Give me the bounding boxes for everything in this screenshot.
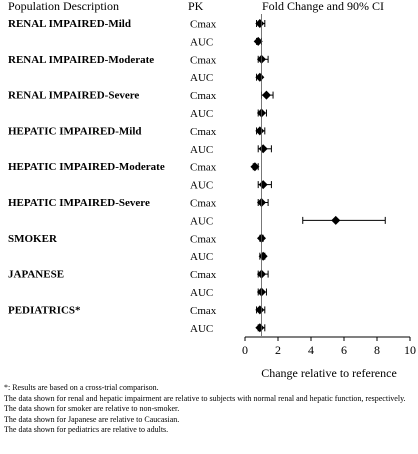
estimate-marker xyxy=(258,251,268,261)
estimate-marker xyxy=(255,305,265,315)
pk-label: AUC xyxy=(190,251,213,263)
estimate-marker xyxy=(253,36,263,46)
pk-label: Cmax xyxy=(190,54,217,66)
estimate-marker xyxy=(331,215,341,225)
group-label: SMOKER xyxy=(8,233,58,245)
forest-plot: Population Description PK Fold Change an… xyxy=(8,0,416,380)
plot-area: 0 2 4 6 8 10 xyxy=(242,14,416,357)
pk-label: AUC xyxy=(190,36,213,48)
pk-label: Cmax xyxy=(190,233,217,245)
estimate-marker xyxy=(258,180,268,190)
estimate-marker xyxy=(255,126,265,136)
group-label: RENAL IMPAIRED-Moderate xyxy=(8,54,154,66)
footnotes: *: Results are based on a cross-trial co… xyxy=(4,383,414,436)
group-labels: RENAL IMPAIRED-Mild RENAL IMPAIRED-Modera… xyxy=(8,18,165,316)
estimate-marker xyxy=(255,323,265,333)
pk-label: Cmax xyxy=(190,19,217,31)
estimate-marker xyxy=(255,19,265,28)
footnote: *: Results are based on a cross-trial co… xyxy=(4,383,159,392)
group-label: PEDIATRICS* xyxy=(8,304,81,316)
pk-label: AUC xyxy=(190,215,213,227)
pk-label: AUC xyxy=(190,323,213,335)
estimate-marker xyxy=(258,144,268,154)
group-label: HEPATIC IMPAIRED-Mild xyxy=(8,125,142,137)
x-tick-label: 2 xyxy=(275,343,281,357)
group-label: HEPATIC IMPAIRED-Moderate xyxy=(8,161,165,173)
footnote: The data shown for Japanese are relative… xyxy=(4,414,180,424)
header-pk: PK xyxy=(188,0,204,13)
footnote: The data shown for smoker are relative t… xyxy=(4,404,180,413)
pk-label: AUC xyxy=(190,287,213,299)
pk-label: Cmax xyxy=(190,90,217,102)
group-label: HEPATIC IMPAIRED-Severe xyxy=(8,197,150,209)
pk-label: AUC xyxy=(190,144,213,156)
pk-label: AUC xyxy=(190,108,213,120)
pk-label: AUC xyxy=(190,72,213,84)
x-axis-label: Change relative to reference xyxy=(261,366,397,380)
header-effect: Fold Change and 90% CI xyxy=(262,0,384,13)
estimate-marker xyxy=(261,90,271,100)
estimate-marker xyxy=(255,72,265,82)
pk-label: AUC xyxy=(190,180,213,192)
group-label: RENAL IMPAIRED-Severe xyxy=(8,90,139,102)
pk-label: Cmax xyxy=(190,198,217,210)
x-tick-label: 10 xyxy=(404,343,416,357)
group-label: JAPANESE xyxy=(8,269,64,281)
x-tick-label: 0 xyxy=(242,343,248,357)
estimate-marker xyxy=(250,162,260,172)
footnote: The data shown for renal and hepatic imp… xyxy=(4,393,406,403)
pk-label: Cmax xyxy=(190,305,217,317)
group-label: RENAL IMPAIRED-Mild xyxy=(8,18,131,30)
pk-label: Cmax xyxy=(190,126,217,138)
pk-label: Cmax xyxy=(190,269,217,281)
pk-labels: Cmax AUC Cmax AUC Cmax AUC Cmax AUC Cmax AUC Cmax A… xyxy=(190,19,217,335)
x-tick-label: 8 xyxy=(374,343,380,357)
footnote: The data shown for pediatrics are relati… xyxy=(4,425,169,434)
x-tick-label: 6 xyxy=(341,343,347,357)
pk-label: Cmax xyxy=(190,162,217,174)
header-population: Population Description xyxy=(8,0,119,13)
x-tick-label: 4 xyxy=(308,343,314,357)
